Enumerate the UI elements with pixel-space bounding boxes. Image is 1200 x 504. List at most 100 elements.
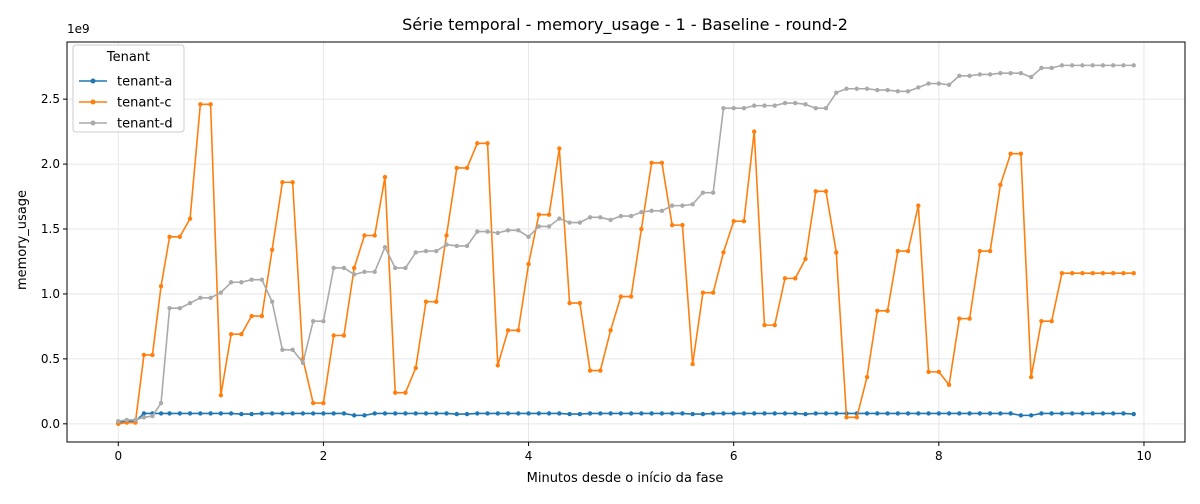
series-line-tenant-d [118,64,1134,423]
data-point-tenant-d [793,100,798,106]
data-point-tenant-c [639,226,644,232]
data-point-tenant-a [158,411,164,416]
data-point-tenant-d [762,103,767,108]
data-point-tenant-a [803,411,808,417]
data-point-tenant-c [218,393,224,398]
data-point-tenant-d [669,203,675,208]
data-point-tenant-a [905,411,911,416]
data-point-tenant-a [259,411,265,416]
data-point-tenant-a [362,413,367,418]
data-point-tenant-c [690,361,695,367]
data-point-tenant-a [351,413,357,418]
data-point-tenant-a [249,411,254,417]
series-tenant-d [116,63,1136,424]
plot-frame [66,41,1186,443]
data-point-tenant-a [536,411,542,416]
data-point-tenant-a [926,411,931,416]
data-point-tenant-c [710,290,716,295]
data-point-tenant-a [177,411,183,416]
data-point-tenant-a [475,411,480,416]
data-point-tenant-a [957,411,962,416]
data-point-tenant-d [1069,63,1075,68]
data-point-tenant-d [946,82,952,88]
x-tick-label: 6 [730,449,738,463]
data-point-tenant-a [444,411,449,416]
data-point-tenant-c [1049,319,1054,324]
data-point-tenant-d [557,216,562,221]
data-point-tenant-d [731,106,736,111]
data-point-tenant-a [608,411,613,416]
legend-swatch-marker [90,120,96,126]
data-point-tenant-c [526,261,531,267]
data-point-tenant-c [608,328,613,333]
data-point-tenant-d [844,86,849,91]
data-point-tenant-a [946,411,952,416]
data-point-tenant-d [516,228,521,233]
data-point-tenant-d [341,265,347,271]
data-point-tenant-c [567,300,572,306]
data-point-tenant-d [290,347,295,352]
data-point-tenant-a [393,411,398,416]
data-point-tenant-a [998,411,1003,416]
x-tick-label: 10 [1136,449,1151,463]
data-point-tenant-a [1028,413,1034,418]
data-point-tenant-c [239,332,244,337]
y-axis-scale-label: 1e9 [67,22,90,36]
axis-ticks: 0 2 4 6 8 10 0.0 0.5 1.0 1.5 2.0 2.5 [41,92,1152,463]
data-point-tenant-a [752,411,757,416]
data-point-tenant-c [290,180,295,185]
data-point-tenant-c [772,322,777,328]
data-point-tenant-d [526,234,531,240]
data-point-tenant-c [158,283,164,289]
data-point-tenant-c [752,129,757,134]
data-point-tenant-d [721,106,726,111]
data-point-tenant-c [1121,270,1126,276]
data-point-tenant-a [372,411,377,416]
data-point-tenant-d [124,417,129,423]
data-point-tenant-a [834,411,839,416]
data-point-tenant-d [1121,63,1126,68]
data-point-tenant-d [228,280,234,285]
data-point-tenant-a [721,411,726,416]
legend: Tenant tenant-a tenant-c tenant-d [72,44,185,133]
data-point-tenant-d [198,295,203,301]
data-point-tenant-d [659,208,665,214]
data-point-tenant-d [1080,63,1085,68]
data-point-tenant-c [228,332,234,337]
data-point-tenant-d [495,230,500,236]
data-point-tenant-c [167,234,172,240]
data-point-tenant-c [844,415,849,420]
data-point-tenant-a [1111,411,1116,416]
data-point-tenant-a [1131,411,1136,417]
data-point-tenant-a [567,411,572,417]
data-point-tenant-d [803,102,808,107]
data-point-tenant-d [150,413,155,419]
data-point-tenant-c [280,180,285,185]
data-point-tenant-c [895,248,901,254]
grid [67,42,1185,442]
data-point-tenant-d [618,213,624,219]
data-point-tenant-a [628,411,634,416]
data-point-tenant-c [803,256,808,262]
data-point-tenant-c [321,400,326,406]
legend-item-tenant-a: tenant-a [79,75,172,90]
data-point-tenant-c [598,368,603,373]
data-point-tenant-a [916,411,921,416]
data-point-tenant-a [546,411,552,416]
data-point-tenant-d [485,229,490,234]
data-point-tenant-a [700,411,706,417]
data-point-tenant-c [628,294,634,299]
data-point-tenant-a [669,411,675,416]
data-point-tenant-d [177,306,183,311]
data-point-tenant-a [341,411,347,416]
data-point-tenant-c [1018,151,1024,156]
data-point-tenant-d [141,415,147,420]
data-point-tenant-d [1008,70,1013,76]
data-point-tenant-c [187,216,193,221]
data-point-tenant-d [133,417,138,423]
data-point-tenant-d [752,103,757,108]
data-point-tenant-a [423,411,429,416]
data-point-tenant-c [1059,270,1065,276]
data-point-tenant-a [1090,411,1095,416]
data-point-tenant-a [434,411,439,416]
